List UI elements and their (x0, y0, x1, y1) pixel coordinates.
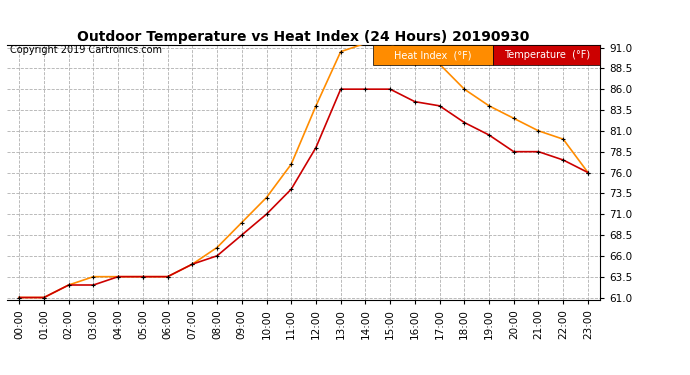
Text: Heat Index  (°F): Heat Index (°F) (394, 50, 472, 60)
Text: Temperature  (°F): Temperature (°F) (504, 50, 590, 60)
Text: Copyright 2019 Cartronics.com: Copyright 2019 Cartronics.com (10, 45, 162, 56)
Title: Outdoor Temperature vs Heat Index (24 Hours) 20190930: Outdoor Temperature vs Heat Index (24 Ho… (77, 30, 530, 44)
